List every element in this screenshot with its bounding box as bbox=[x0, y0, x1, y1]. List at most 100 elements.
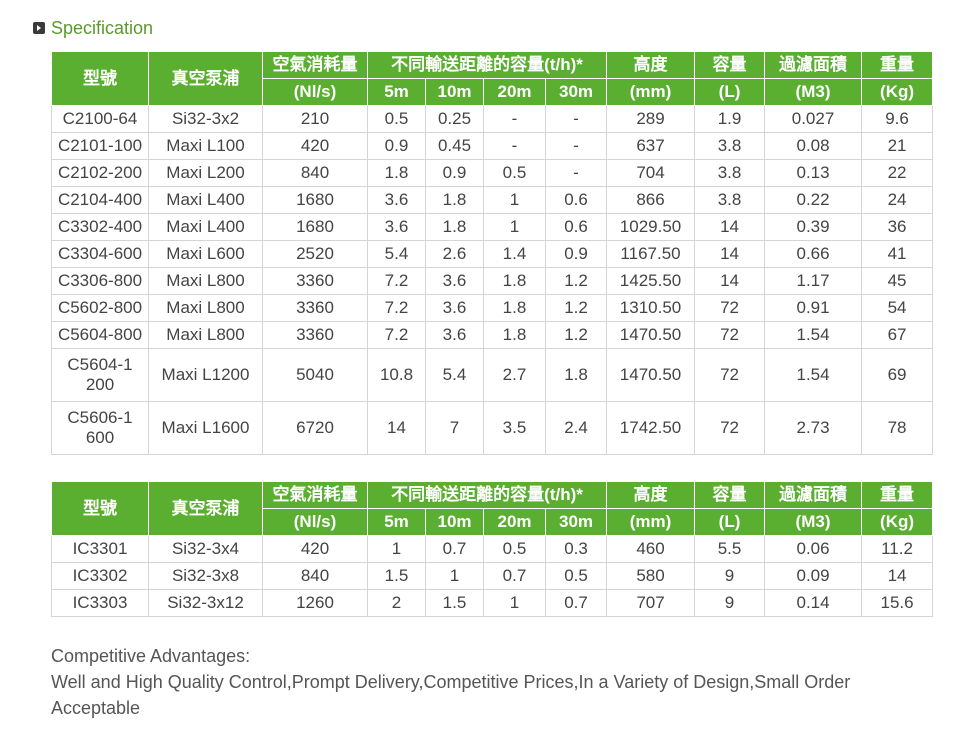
table-cell: 707 bbox=[606, 589, 696, 617]
table-cell: 0.9 bbox=[544, 240, 608, 268]
header-volume: 容量 bbox=[694, 51, 766, 79]
table-1-body: C2100-64 Si32-3x2 210 0.5 0.25- -289 1.9 0.027 9… bbox=[51, 105, 934, 455]
table-cell: 3.6 bbox=[425, 294, 484, 322]
footer-heading: Competitive Advantages: bbox=[51, 646, 251, 666]
table-cell: 0.6 bbox=[544, 213, 608, 241]
table-cell: 0.91 bbox=[764, 294, 863, 322]
header-air: 空氣消耗量 bbox=[262, 51, 368, 79]
table-cell: 2 bbox=[367, 589, 426, 617]
header-weight-unit: (Kg) bbox=[861, 508, 934, 536]
table-cell: 3.8 bbox=[694, 186, 766, 214]
header-filter: 過濾面積 bbox=[764, 481, 863, 509]
table-cell: C3302-400 bbox=[51, 213, 149, 241]
table-row: C5604-1200 Maxi L1200 5040 10.8 5.4 2.7 1.8 147… bbox=[51, 348, 934, 402]
table-cell: 7.2 bbox=[367, 294, 426, 322]
table-cell: 5.4 bbox=[367, 240, 426, 268]
table-cell: C2104-400 bbox=[51, 186, 149, 214]
header-volume-unit: (L) bbox=[694, 78, 766, 106]
table-cell: 0.14 bbox=[764, 589, 863, 617]
table-cell: 1.9 bbox=[694, 105, 766, 133]
table-cell: 1.8 bbox=[483, 321, 546, 349]
table-cell: C2102-200 bbox=[51, 159, 149, 187]
table-cell: 704 bbox=[606, 159, 696, 187]
header-d20: 20m bbox=[483, 508, 546, 536]
table-cell: 1.54 bbox=[764, 348, 863, 402]
table-cell: 1 bbox=[483, 589, 546, 617]
table-cell: 1029.50 bbox=[606, 213, 696, 241]
table-cell: 1.8 bbox=[483, 294, 546, 322]
table-cell: C2100-64 bbox=[51, 105, 149, 133]
table-cell: 637 bbox=[606, 132, 696, 160]
table-cell: 0.09 bbox=[764, 562, 863, 590]
table-cell: 0.5 bbox=[367, 105, 426, 133]
table-cell: 1.17 bbox=[764, 267, 863, 295]
header-d10: 10m bbox=[425, 78, 484, 106]
table-cell: 0.3 bbox=[544, 535, 608, 563]
table-cell: 2.73 bbox=[764, 401, 863, 455]
table-cell: 0.39 bbox=[764, 213, 863, 241]
table-cell: - bbox=[483, 132, 546, 160]
table-cell: 1.4 bbox=[483, 240, 546, 268]
header-d5: 5m bbox=[367, 508, 426, 536]
header-model: 型號 bbox=[51, 481, 149, 536]
table-cell: 1.2 bbox=[544, 294, 608, 322]
table-cell: 1260 bbox=[262, 589, 368, 617]
header-height-unit: (mm) bbox=[606, 508, 696, 536]
table-cell: 1 bbox=[367, 535, 426, 563]
header-d30: 30m bbox=[544, 78, 608, 106]
header-d10: 10m bbox=[425, 508, 484, 536]
section-header: Specification bbox=[33, 16, 153, 40]
table-row: C2101-100 Maxi L100 420 0.9 0.45- -637 3.8 0.08… bbox=[51, 132, 934, 160]
table-cell: 9.6 bbox=[861, 105, 934, 133]
header-air-unit: (Nl/s) bbox=[262, 508, 368, 536]
table-cell: 5.4 bbox=[425, 348, 484, 402]
table-cell: Maxi L800 bbox=[148, 267, 263, 295]
table-cell: 420 bbox=[262, 132, 368, 160]
table-cell: IC3302 bbox=[51, 562, 149, 590]
table-cell: 3.6 bbox=[425, 267, 484, 295]
table-cell: 14 bbox=[694, 267, 766, 295]
table-cell: 78 bbox=[861, 401, 934, 455]
table-cell: 1680 bbox=[262, 186, 368, 214]
table-cell: 36 bbox=[861, 213, 934, 241]
header-weight-unit: (Kg) bbox=[861, 78, 934, 106]
spec-table-1: 型號 真空泵浦 空氣消耗量 不同輸送距離的容量(t/h)* 高度 容量 過濾面積… bbox=[51, 51, 934, 455]
table-cell: 14 bbox=[694, 213, 766, 241]
table-cell: Si32-3x2 bbox=[148, 105, 263, 133]
table-cell: Si32-3x4 bbox=[148, 535, 263, 563]
table-cell: 1425.50 bbox=[606, 267, 696, 295]
table-row: IC3302 Si32-3x8 840 1.5 1 0.7 0.5 580 9 0.09 14 bbox=[51, 562, 934, 590]
table-cell: 3.8 bbox=[694, 159, 766, 187]
table-cell: 3360 bbox=[262, 294, 368, 322]
table-cell: 0.6 bbox=[544, 186, 608, 214]
table-cell: 0.5 bbox=[483, 535, 546, 563]
table-cell: 1.5 bbox=[367, 562, 426, 590]
table-cell: 1.2 bbox=[544, 267, 608, 295]
table-row: C5604-800 Maxi L800 3360 7.2 3.6 1.8 1.2 1470.5… bbox=[51, 321, 934, 349]
table-cell: C2101-100 bbox=[51, 132, 149, 160]
table-cell: 0.22 bbox=[764, 186, 863, 214]
table-cell: 21 bbox=[861, 132, 934, 160]
table-cell: 0.9 bbox=[367, 132, 426, 160]
table-row: C2104-400 Maxi L400 1680 3.6 1.8 1 0.6 866 3.8 0.… bbox=[51, 186, 934, 214]
footer-advantages: Well and High Quality Control,Prompt Del… bbox=[51, 672, 851, 718]
table-cell: Maxi L100 bbox=[148, 132, 263, 160]
table-cell: 2.4 bbox=[544, 401, 608, 455]
table-cell: 1.54 bbox=[764, 321, 863, 349]
arrow-box-icon bbox=[33, 22, 45, 34]
table-cell: 3360 bbox=[262, 321, 368, 349]
table-cell: 1.2 bbox=[544, 321, 608, 349]
table-cell: 22 bbox=[861, 159, 934, 187]
table-cell: 2520 bbox=[262, 240, 368, 268]
header-capacity: 不同輸送距離的容量(t/h)* bbox=[366, 481, 608, 509]
table-cell: C5604-800 bbox=[51, 321, 149, 349]
table-cell: 3.5 bbox=[483, 401, 546, 455]
table-cell: 1.8 bbox=[483, 267, 546, 295]
table-row: IC3301 Si32-3x4 420 1 0.7 0.5 0.3 460 5.5 0.06 11.… bbox=[51, 535, 934, 563]
table-row: C2100-64 Si32-3x2 210 0.5 0.25- -289 1.9 0.027 9… bbox=[51, 105, 934, 133]
table-cell: 54 bbox=[861, 294, 934, 322]
table-row: C3302-400 Maxi L400 1680 3.6 1.8 1 0.6 1029.50 1… bbox=[51, 213, 934, 241]
header-weight: 重量 bbox=[861, 481, 934, 509]
table-cell: 1.8 bbox=[425, 186, 484, 214]
table-cell: 1742.50 bbox=[606, 401, 696, 455]
